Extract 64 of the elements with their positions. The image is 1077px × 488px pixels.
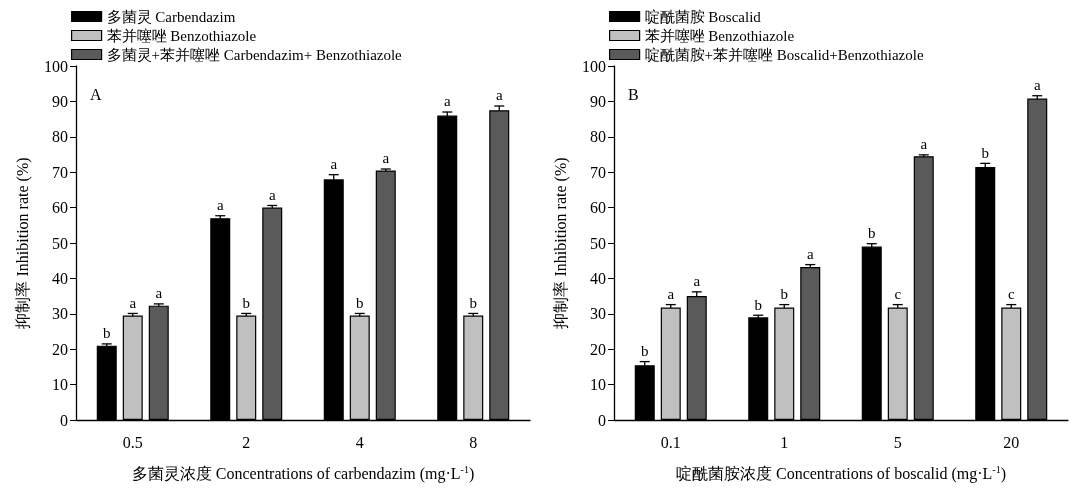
- data-label: b: [780, 286, 788, 303]
- legend-label: 苯并噻唑 Benzothiazole: [644, 27, 795, 44]
- data-label: b: [469, 294, 477, 311]
- x-tick-label: 0.1: [660, 433, 681, 451]
- legend-label: 啶酰菌胺 Boscalid: [644, 8, 762, 25]
- x-tick-label: 2: [242, 433, 251, 451]
- data-label: a: [920, 136, 928, 153]
- data-label: a: [268, 186, 276, 203]
- y-tick-label: 50: [590, 234, 606, 252]
- data-label: a: [216, 197, 224, 214]
- y-tick-label: 40: [590, 269, 606, 287]
- y-tick-label: 20: [52, 340, 68, 358]
- y-tick-label: 0: [598, 411, 606, 429]
- data-label: a: [693, 273, 701, 290]
- legend-label: 苯并噻唑 Benzothiazole: [106, 27, 257, 44]
- x-tick-label: 0.5: [122, 433, 143, 451]
- y-tick-label: 30: [590, 305, 606, 323]
- y-tick-label: 10: [590, 376, 606, 394]
- data-label: b: [242, 294, 250, 311]
- legend-label: 多菌灵 Carbendazim: [106, 8, 236, 25]
- data-label: a: [330, 156, 338, 173]
- legend-label: 啶酰菌胺+苯并噻唑 Boscalid+Benzothiazole: [644, 46, 924, 63]
- annotation: B: [628, 85, 639, 103]
- y-tick-label: 10: [52, 376, 68, 394]
- y-tick-label: 30: [52, 305, 68, 323]
- y-axis-title: 抑制率 Inhibition rate (%): [13, 157, 32, 329]
- data-label: b: [356, 294, 364, 311]
- x-tick-label: 4: [355, 433, 364, 451]
- x-tick-label: 20: [1003, 433, 1020, 451]
- y-tick-label: 80: [52, 128, 68, 146]
- data-label: c: [1007, 286, 1015, 303]
- data-label: b: [103, 325, 111, 342]
- y-tick-label: 100: [582, 57, 606, 75]
- data-label: a: [1033, 77, 1041, 94]
- y-tick-label: 0: [60, 411, 68, 429]
- data-label: b: [981, 144, 989, 161]
- y-tick-label: 100: [44, 57, 68, 75]
- x-tick-label: 8: [469, 433, 478, 451]
- data-label: a: [382, 150, 390, 167]
- data-label: a: [667, 286, 675, 303]
- y-tick-label: 20: [590, 340, 606, 358]
- y-tick-label: 60: [590, 199, 606, 217]
- data-label: a: [495, 87, 503, 104]
- data-label: a: [155, 285, 163, 302]
- data-label: c: [894, 286, 902, 303]
- x-tick-label: 1: [780, 433, 789, 451]
- y-tick-label: 90: [52, 92, 68, 110]
- annotation: A: [90, 85, 102, 103]
- y-tick-label: 50: [52, 234, 68, 252]
- y-tick-label: 90: [590, 92, 606, 110]
- y-tick-label: 70: [590, 163, 606, 181]
- data-label: a: [806, 246, 814, 263]
- legend-label: 多菌灵+苯并噻唑 Carbendazim+ Benzothiazole: [106, 46, 403, 63]
- y-tick-label: 60: [52, 199, 68, 217]
- y-tick-label: 80: [590, 128, 606, 146]
- data-label: b: [641, 343, 649, 360]
- y-axis-title: 抑制率 Inhibition rate (%): [551, 157, 570, 329]
- data-label: a: [129, 294, 137, 311]
- y-tick-label: 40: [52, 269, 68, 287]
- data-label: b: [754, 296, 762, 313]
- y-tick-label: 70: [52, 163, 68, 181]
- x-tick-label: 5: [893, 433, 902, 451]
- data-label: a: [443, 93, 451, 110]
- data-label: b: [868, 225, 876, 242]
